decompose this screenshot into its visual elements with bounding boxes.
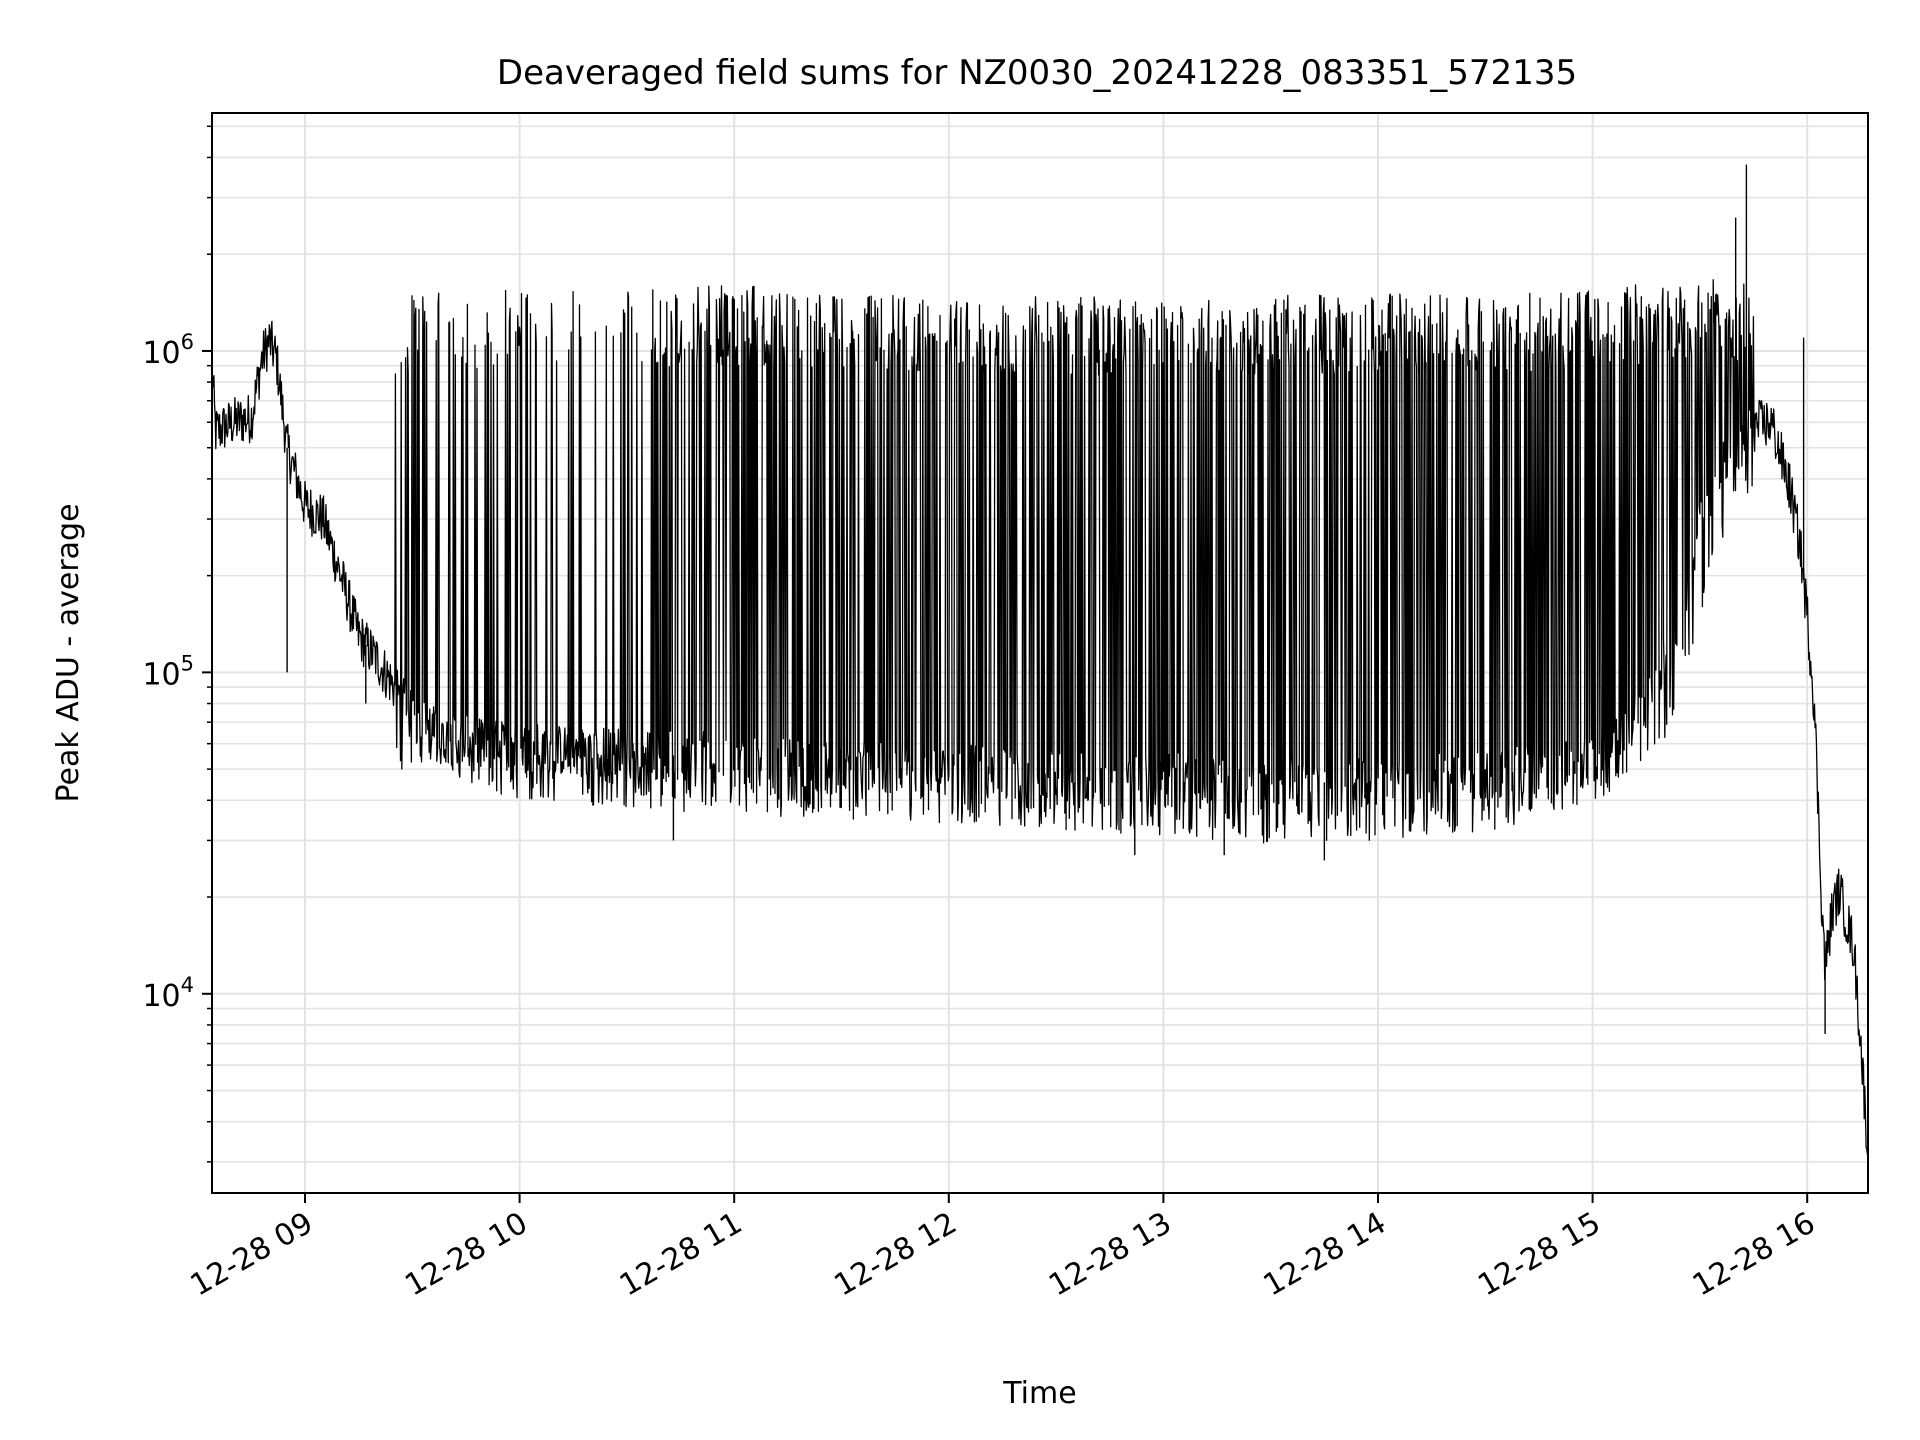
y-tick-base: 10 [142, 657, 180, 692]
x-axis-label: Time [1002, 1376, 1076, 1411]
series-line [212, 279, 1868, 1155]
chart-title: Deaveraged field sums for NZ0030_2024122… [497, 53, 1577, 93]
y-tick-label: 105 [142, 651, 194, 692]
data-layer [212, 164, 1868, 1155]
y-tick-base: 10 [142, 336, 180, 371]
plot-frame [211, 112, 1869, 1194]
y-tick-label: 104 [142, 973, 194, 1014]
y-tick-base: 10 [142, 979, 180, 1014]
y-tick-exponent: 6 [181, 330, 194, 354]
y-axis-label: Peak ADU - average [51, 503, 86, 802]
y-tick-label: 106 [142, 330, 194, 371]
y-tick-exponent: 5 [181, 651, 194, 675]
y-tick-exponent: 4 [181, 973, 194, 997]
